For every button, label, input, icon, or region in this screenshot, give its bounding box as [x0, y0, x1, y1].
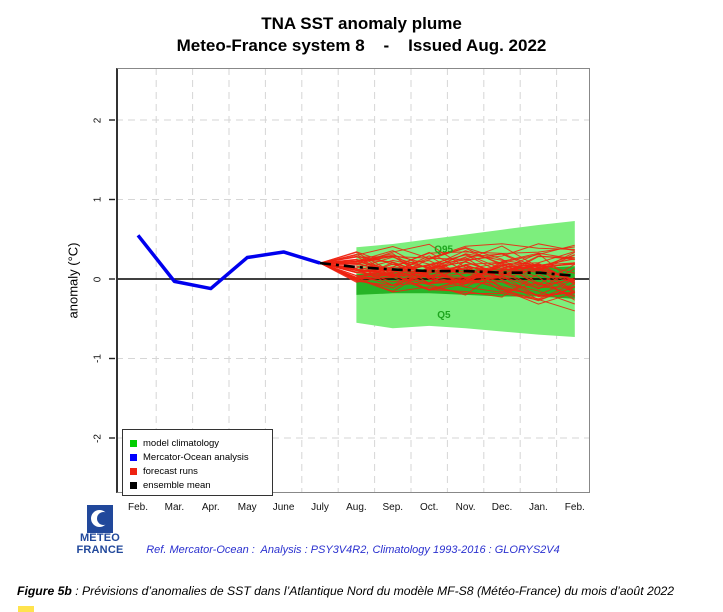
x-axis-label: Dec.: [491, 502, 513, 513]
x-axis-label: July: [311, 502, 329, 513]
chart-subtitle: Meteo-France system 8 - Issued Aug. 2022: [176, 36, 547, 55]
legend-label: forecast runs: [143, 465, 198, 477]
forecast-run-line: [319, 251, 576, 290]
forecast-run-line: [319, 251, 575, 284]
q5-label: Q5: [437, 310, 451, 321]
legend-box: model climatology Mercator-Ocean analysi…: [122, 429, 273, 496]
x-axis-label: Sep.: [382, 502, 404, 513]
forecast-run-line: [319, 259, 575, 282]
x-axis-label: Nov.: [455, 502, 476, 513]
y-axis-tick-label: -1: [92, 354, 104, 363]
analysis-swatch-icon: [130, 453, 137, 461]
x-axis-label: Apr.: [201, 502, 220, 513]
forecast-run-line: [319, 250, 575, 312]
logo-text-france: FRANCE: [76, 543, 124, 556]
forecast-run-line: [319, 262, 576, 301]
analysis-line: [136, 234, 321, 291]
forecast-run-line: [319, 255, 575, 279]
caption-label: Figure 5b: [17, 584, 72, 598]
y-axis-title: anomaly (°C): [65, 242, 81, 319]
q95-label: Q95: [434, 244, 453, 255]
ensemble-mean-swatch-icon: [130, 481, 137, 489]
y-axis-tick-label: 1: [92, 196, 104, 203]
reference-text: Ref. Mercator-Ocean : Analysis : PSY3V4R…: [146, 544, 560, 556]
legend-item-ensemble-mean: ensemble mean: [130, 478, 272, 492]
x-axis-label: Aug.: [346, 502, 367, 513]
x-axis-label: Feb.: [127, 502, 148, 513]
climatology-swatch-icon: [130, 439, 137, 447]
x-axis-label: Mar.: [164, 502, 185, 513]
ensemble-mean-line: [319, 261, 575, 278]
forecast-run-line: [319, 251, 575, 273]
plot-area: Q95 Q5: [109, 68, 590, 493]
x-axis-label: June: [272, 502, 295, 513]
forecast-run-line: [319, 252, 575, 284]
figure-caption: Figure 5b : Prévisions d’anomalies de SS…: [17, 584, 717, 598]
meteo-france-eclipse-icon: [87, 505, 113, 533]
x-axis-label: May: [237, 502, 257, 513]
legend-item-analysis: Mercator-Ocean analysis: [130, 450, 272, 464]
chart-title: TNA SST anomaly plume: [261, 14, 462, 33]
y-axis-tick-label: 2: [92, 117, 104, 123]
forecast-run-line: [319, 243, 576, 292]
y-axis-tick-label: 0: [92, 276, 104, 282]
highlight-artifact: [18, 606, 34, 612]
legend-label: Mercator-Ocean analysis: [143, 451, 249, 463]
y-axis-tick-label: -2: [92, 433, 104, 443]
x-axis-label: Oct.: [420, 502, 439, 513]
legend-label: ensemble mean: [143, 479, 211, 491]
legend-item-forecast-runs: forecast runs: [130, 464, 272, 478]
caption-text: : Prévisions d’anomalies de SST dans l’A…: [71, 584, 675, 598]
forecast-swatch-icon: [130, 467, 137, 475]
logo-text-meteo: METEO: [79, 532, 121, 544]
forecast-run-line: [319, 247, 575, 297]
meteo-france-logo: METEO FRANCE: [68, 505, 132, 556]
legend-label: model climatology: [143, 437, 220, 449]
forecast-run-line: [319, 253, 575, 292]
legend-item-model-climatology: model climatology: [130, 436, 272, 450]
forecast-run-line: [319, 245, 575, 272]
x-axis-label: Jan.: [528, 502, 548, 513]
x-axis-label: Feb.: [564, 502, 585, 513]
